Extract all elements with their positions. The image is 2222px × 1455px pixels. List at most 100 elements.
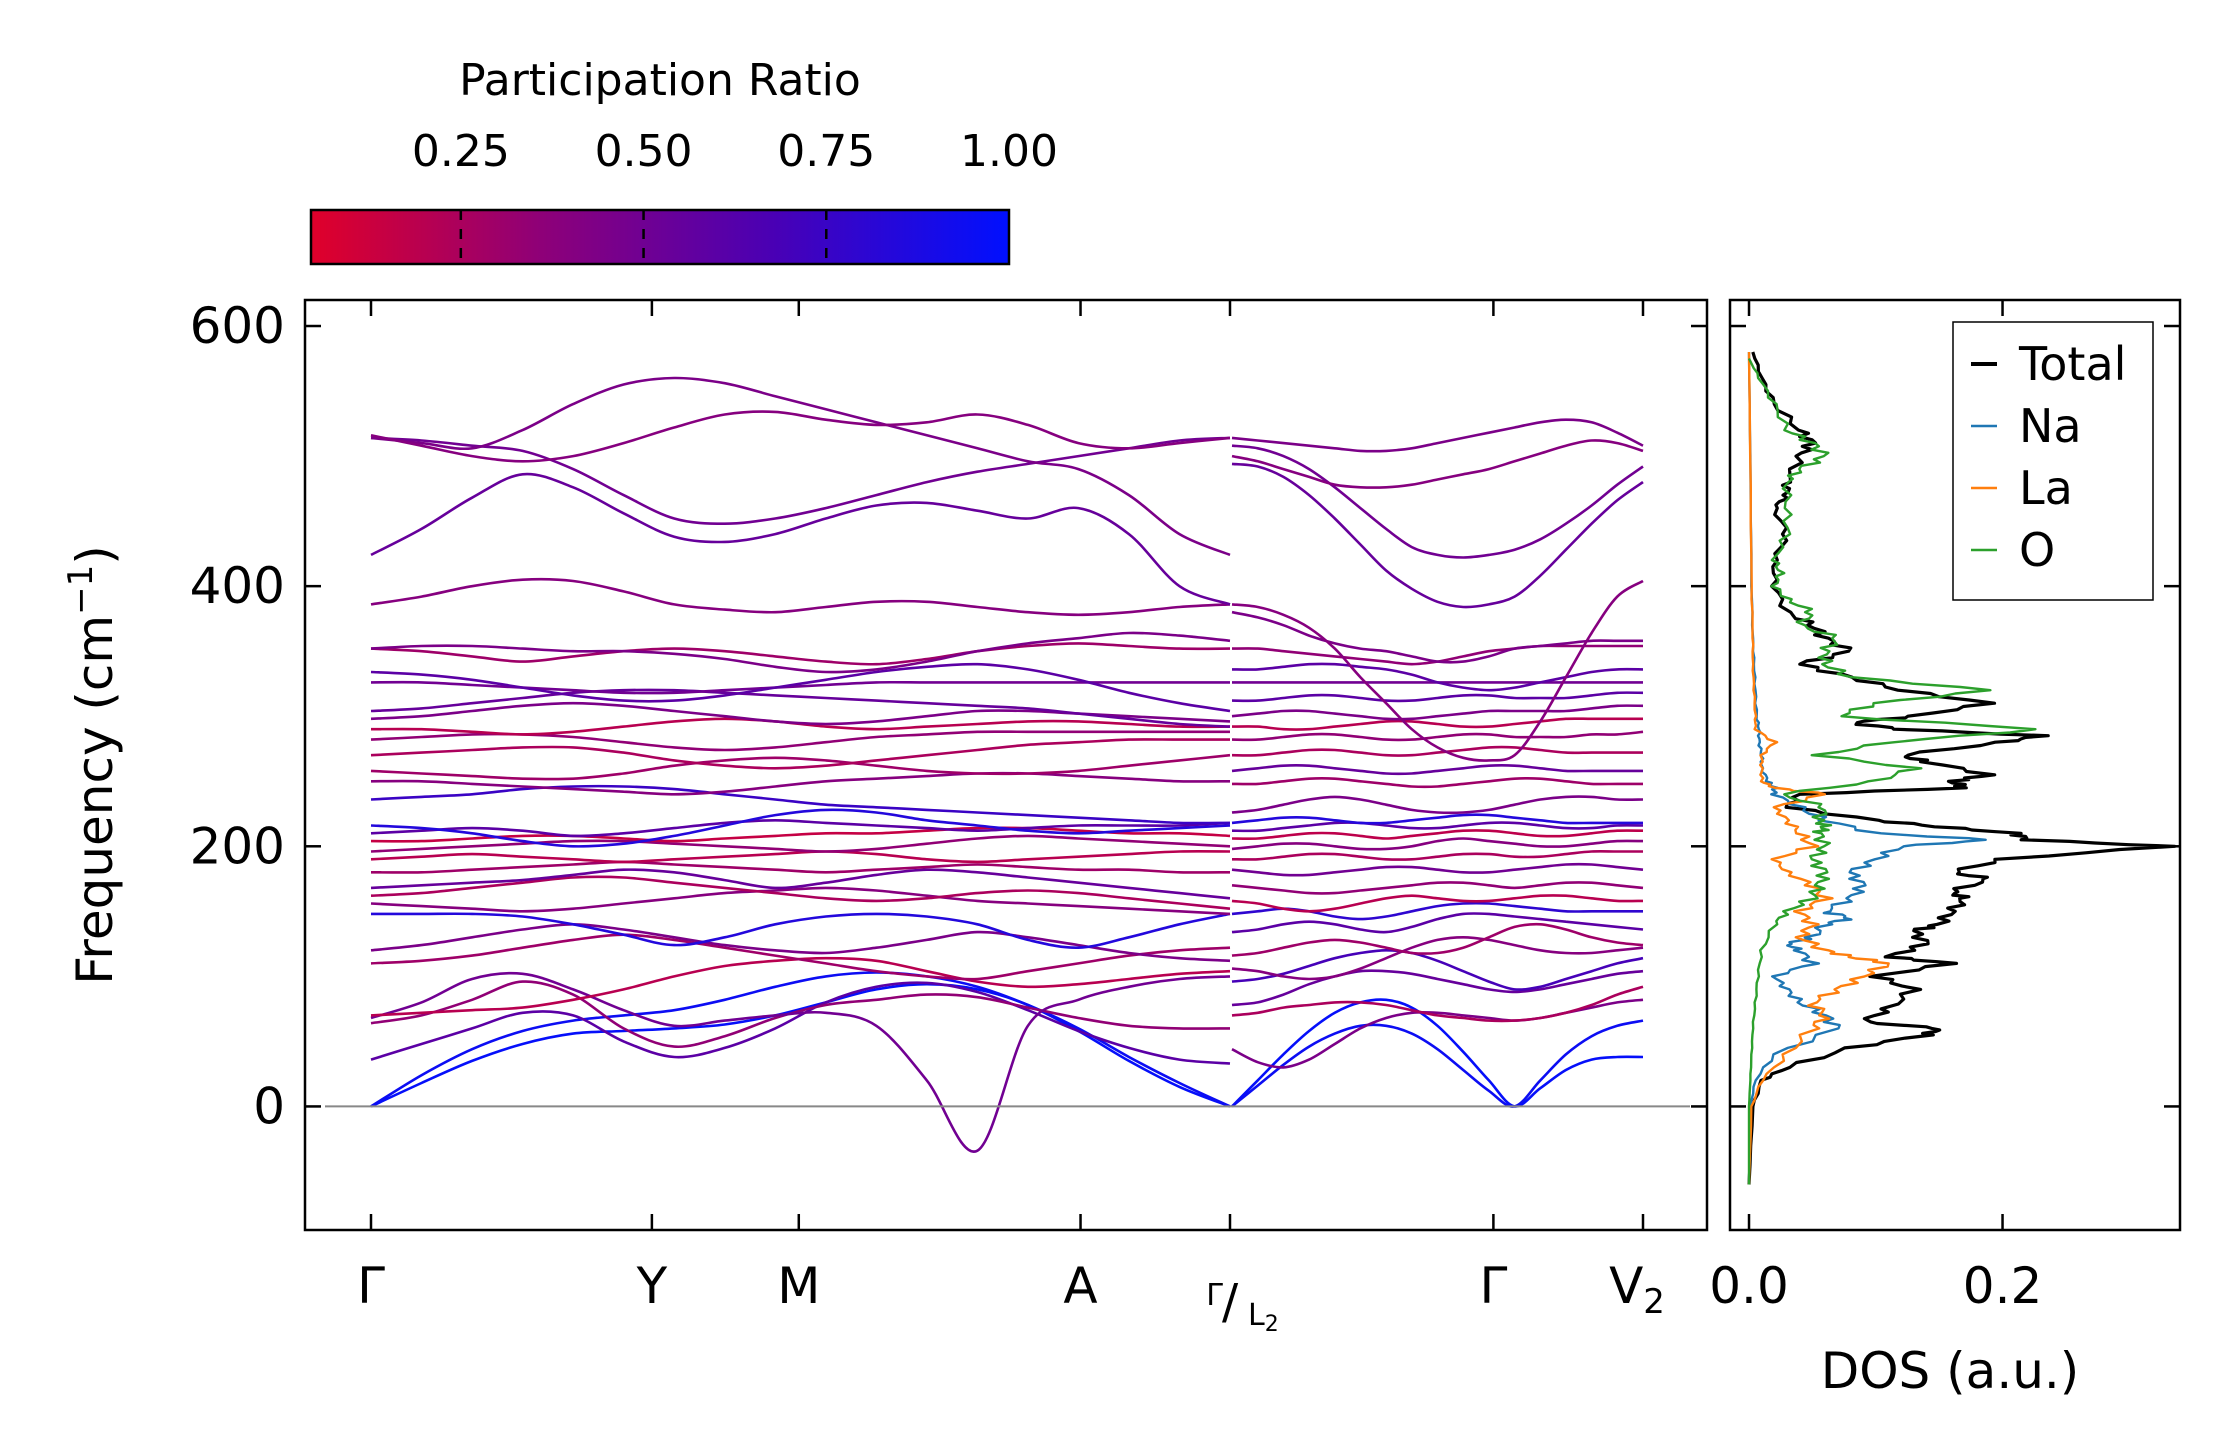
dos-line-o — [1747, 357, 2037, 1185]
segment-1-band-14 — [370, 850, 1231, 864]
dos-panel: 0.0 0.2 DOS (a.u.) Total Na La O — [1709, 298, 2182, 1400]
legend-label-na: Na — [2019, 399, 2082, 453]
legend-box — [1952, 321, 2154, 601]
segment-1-band-30 — [370, 631, 1231, 674]
segment-1-band-32 — [370, 472, 1231, 606]
segment-2-band-15 — [1231, 837, 1644, 851]
y-axis-label-text: Frequency (cm−1) — [61, 545, 124, 985]
band-y-tick-label-2: 400 — [190, 557, 285, 615]
y-axis-label-sup: −1 — [61, 565, 101, 615]
segment-1-band-35 — [370, 410, 1231, 463]
band-x-tick-slash: / — [1222, 1274, 1239, 1330]
band-x-tick-label-0: Γ — [357, 1257, 385, 1315]
colorbar-tick-label-3: 1.00 — [960, 126, 1058, 177]
segment-1-band-34 — [370, 376, 1231, 557]
y-axis-label-main: Frequency (cm — [66, 615, 124, 985]
legend-label-la: La — [2019, 461, 2073, 515]
segment-2-band-4 — [1231, 985, 1644, 1023]
segment-1-band-1 — [370, 982, 1231, 1108]
segment-1-band-2 — [370, 971, 1231, 1108]
y-axis-label-close: ) — [66, 545, 124, 565]
band-y-ticks: 0 200 400 600 — [190, 297, 1707, 1135]
segment-2-band-22 — [1231, 745, 1643, 757]
band-axes-frame — [303, 298, 1709, 1232]
band-x-tick-label-2: M — [777, 1257, 820, 1315]
segment-2-band-18 — [1231, 813, 1643, 825]
segment-2-band-17 — [1231, 821, 1644, 833]
segment-2-band-14 — [1231, 850, 1643, 861]
segment-2-band-34 — [1231, 418, 1644, 453]
segment-1-band-8 — [370, 923, 1231, 963]
segment-2-band-20 — [1231, 777, 1643, 789]
segment-2-band-5 — [1231, 969, 1644, 1007]
band-x-ticks: Γ Y M A Γ / L2Γ V2 — [357, 300, 1665, 1337]
band-x-tick-label-1: Y — [636, 1257, 668, 1315]
dos-ticks: 0.0 0.2 — [1709, 300, 2180, 1315]
colorbar-tick-label-0: 0.25 — [412, 126, 510, 177]
band-x-tick-label-7: V2 — [1609, 1257, 1665, 1322]
segment-2-band-25 — [1231, 704, 1644, 721]
segment-1-band-33 — [370, 436, 1231, 525]
band-y-tick-label-0: 0 — [253, 1077, 285, 1135]
band-x-tick-label-6: Γ — [1479, 1257, 1507, 1315]
legend-label-total: Total — [2018, 337, 2126, 391]
segment-2-band-26 — [1231, 691, 1644, 703]
segment-2-band-33 — [1231, 444, 1644, 559]
segment-1-band-19 — [370, 784, 1231, 825]
segment-2-band-28 — [1231, 662, 1644, 692]
segment-2-band-31 — [1231, 579, 1644, 762]
segment-2-band-32 — [1231, 462, 1644, 609]
dos-x-axis-label: DOS (a.u.) — [1821, 1342, 2080, 1400]
dos-lines — [1747, 351, 2177, 1185]
segment-1-band-7 — [370, 933, 1231, 981]
band-x-tick-sub-7: 2 — [1643, 1282, 1665, 1322]
y-axis-label: Frequency (cm−1) — [61, 545, 124, 985]
band-y-tick-label-3: 600 — [190, 297, 285, 355]
segment-2-band-9 — [1231, 912, 1644, 934]
segment-2-band-12 — [1231, 881, 1644, 895]
segment-1-band-25 — [370, 701, 1231, 726]
segment-2-band-7 — [1231, 936, 1644, 981]
segment-2-band-6 — [1231, 949, 1644, 991]
segment-2-band-2 — [1231, 1019, 1644, 1108]
segment-1-band-10 — [370, 886, 1231, 916]
legend-label-o: O — [2019, 523, 2055, 577]
dos-x-tick-label-1: 0.2 — [1963, 1257, 2043, 1315]
segment-2-band-24 — [1231, 717, 1643, 731]
segment-1-band-9 — [371, 912, 1231, 950]
segment-1-band-16 — [370, 826, 1231, 843]
colorbar-tick-label-2: 0.75 — [777, 126, 875, 177]
segment-1-band-12 — [370, 868, 1231, 900]
segment-1-band-11 — [370, 875, 1231, 910]
dos-x-tick-label-0: 0.0 — [1709, 1257, 1789, 1315]
segment-2-band-11 — [1231, 894, 1644, 913]
segment-1-band-17 — [370, 819, 1231, 838]
segment-1-band-29 — [370, 642, 1231, 666]
segment-2-band-8 — [1231, 922, 1644, 957]
segment-2-band-23 — [1231, 730, 1644, 742]
colorbar-label: Participation Ratio — [459, 55, 861, 106]
segment-2-band-19 — [1231, 795, 1644, 815]
segment-2-band-13 — [1231, 862, 1644, 877]
colorbar-gradient — [309, 208, 1011, 266]
segment-2-band-35 — [1231, 439, 1644, 489]
segment-2-band-16 — [1231, 829, 1644, 840]
dos-line-total — [1747, 351, 2177, 1185]
segment-1-band-28 — [370, 662, 1231, 713]
segment-1-band-22 — [370, 738, 1230, 770]
segment-2-band-21 — [1231, 764, 1643, 776]
segment-1-band-26 — [370, 688, 1231, 728]
dos-axes-frame — [1728, 298, 2182, 1232]
dos-legend: Total Na La O — [1952, 321, 2154, 601]
segment-2-band-30 — [1231, 610, 1643, 664]
segment-1-band-18 — [370, 808, 1231, 848]
colorbar-tick-label-1: 0.50 — [595, 126, 693, 177]
band-lines — [370, 376, 1644, 1153]
band-x-tick-label-5: L2 — [1248, 1298, 1279, 1337]
segment-2-band-1 — [1231, 998, 1644, 1108]
dos-line-na — [1747, 351, 1987, 1185]
segment-1-band-31 — [370, 577, 1231, 617]
segment-1-band-5 — [370, 971, 1231, 1153]
